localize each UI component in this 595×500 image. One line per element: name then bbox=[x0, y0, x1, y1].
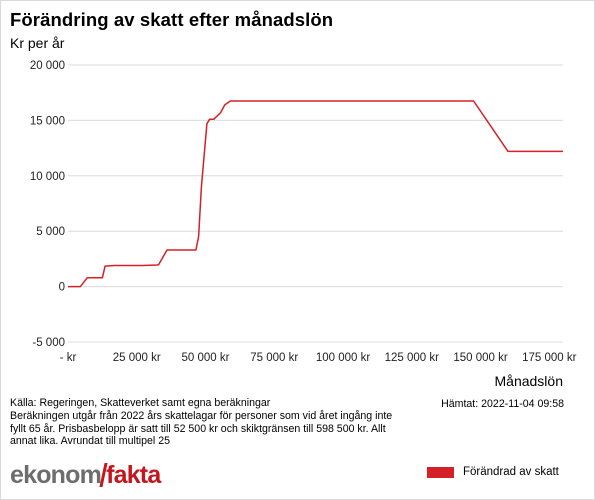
source-text: Källa: Regeringen, Skatteverket samt egn… bbox=[10, 397, 271, 409]
legend[interactable]: Förändrad av skatt bbox=[427, 466, 559, 478]
ekonomifakta-logo[interactable]: ekonom fakta bbox=[10, 461, 161, 490]
x-tick-label: 75 000 kr bbox=[250, 352, 298, 364]
x-tick-label: 25 000 kr bbox=[113, 352, 161, 364]
x-tick-label: - kr bbox=[60, 352, 77, 364]
grid-lines bbox=[68, 64, 563, 343]
y-tick-label: 10 000 bbox=[30, 171, 65, 183]
method-note: Beräkningen utgår från 2022 års skattela… bbox=[10, 410, 393, 447]
x-tick-label: 100 000 kr bbox=[316, 352, 371, 364]
legend-label: Förändrad av skatt bbox=[463, 466, 559, 478]
y-tick-label: 5 000 bbox=[36, 226, 65, 238]
y-tick-label: 0 bbox=[59, 282, 65, 294]
logo-text-part2: fakta bbox=[106, 461, 161, 489]
y-tick-label: -5 000 bbox=[32, 337, 65, 349]
chart-title: Förändring av skatt efter månadslön bbox=[10, 9, 334, 30]
x-axis-label: Månadslön bbox=[494, 373, 564, 389]
y-tick-label: 20 000 bbox=[30, 60, 65, 72]
x-tick-label: 150 000 kr bbox=[453, 352, 508, 364]
x-tick-label: 175 000 kr bbox=[522, 352, 577, 364]
x-tick-label: 125 000 kr bbox=[385, 352, 440, 364]
series-layer bbox=[68, 100, 563, 288]
legend-swatch bbox=[427, 466, 454, 478]
y-tick-labels: -5 000 0 5 000 10 000 15 000 20 000 bbox=[30, 60, 65, 349]
logo-text-part1: ekonom bbox=[10, 461, 102, 489]
y-tick-label: 15 000 bbox=[30, 115, 65, 127]
x-tick-label: 50 000 kr bbox=[182, 352, 230, 364]
y-axis-label: Kr per år bbox=[10, 35, 65, 51]
series-line bbox=[68, 100, 563, 288]
fetched-timestamp: Hämtat: 2022-11-04 09:58 bbox=[441, 398, 564, 410]
x-tick-labels: - kr 25 000 kr 50 000 kr 75 000 kr 100 000 k… bbox=[60, 352, 577, 364]
